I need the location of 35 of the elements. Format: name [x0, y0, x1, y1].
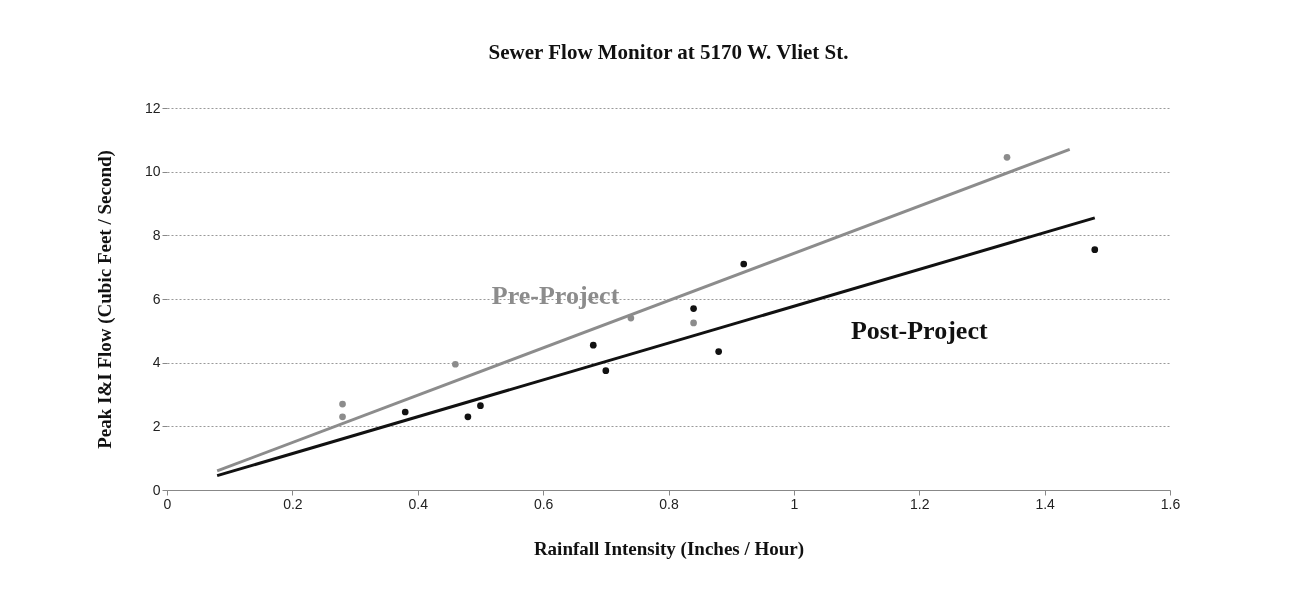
x-tick-label: 0.2: [283, 495, 303, 512]
point: [477, 402, 484, 409]
x-tick-label: 1.2: [910, 495, 930, 512]
series-label: Pre-Project: [491, 281, 620, 311]
point: [602, 367, 610, 374]
x-tick-label: 1.6: [1160, 495, 1181, 512]
point: [339, 413, 346, 421]
y-tick-label: 12: [144, 99, 161, 116]
x-tick-label: 0.4: [408, 495, 429, 512]
x-tick-label: 1: [790, 495, 799, 512]
point: [1091, 246, 1099, 254]
y-tick-label: 6: [152, 290, 161, 307]
y-tick-label: 8: [152, 226, 161, 243]
text: Post-Project: [850, 316, 988, 346]
x-tick-label: 0.8: [659, 495, 679, 512]
x-tick-label: 1.4: [1035, 495, 1056, 512]
y-axis-title: Peak I&I Flow (Cubic Feet / Second): [93, 150, 116, 449]
y-tick-label: 0: [152, 481, 161, 498]
point: [401, 408, 409, 416]
point: [339, 400, 346, 408]
point: [589, 341, 597, 349]
point: [740, 260, 748, 268]
point: [1003, 153, 1011, 161]
point: [715, 348, 722, 355]
x-tick-label: 0.6: [533, 495, 554, 512]
point: [464, 413, 472, 421]
x-tick-label: 0: [163, 495, 172, 512]
point: [690, 305, 697, 312]
chart-title: Sewer Flow Monitor at 5170 W. Vliet St.: [488, 40, 849, 64]
y-tick-label: 2: [152, 417, 161, 434]
y-tick-label: 10: [144, 163, 161, 180]
x-axis-title: Rainfall Intensity (Inches / Hour): [533, 537, 805, 560]
point: [690, 319, 697, 327]
point: [452, 360, 459, 368]
y-tick-label: 4: [152, 354, 161, 371]
